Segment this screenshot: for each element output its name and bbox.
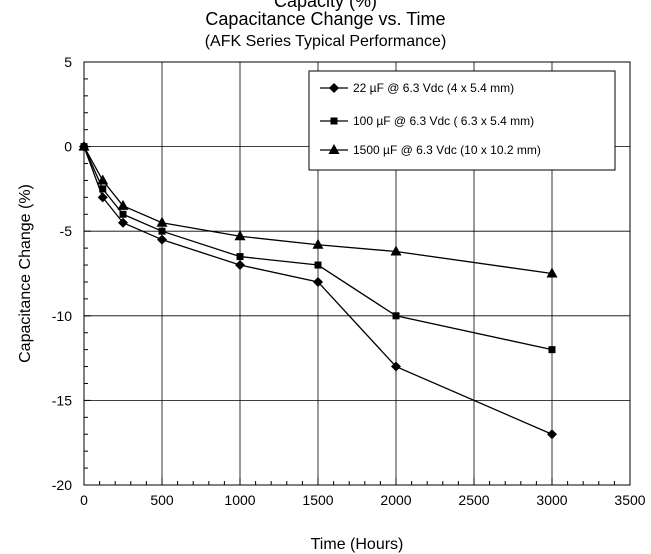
legend-marker-square [330, 117, 338, 125]
data-point [546, 267, 558, 278]
x-tick-label: 500 [150, 492, 174, 508]
x-tick-label: 2000 [380, 492, 411, 508]
x-tick-label: 3000 [536, 492, 567, 508]
x-tick-label: 1500 [302, 492, 333, 508]
series-3 [78, 140, 558, 278]
chart-title-partial: Capacity (%) [273, 0, 378, 11]
data-point [392, 312, 400, 320]
y-tick-label: -5 [60, 223, 73, 239]
y-tick-label: 0 [64, 139, 72, 155]
y-tick-label: 5 [64, 54, 72, 70]
data-point [236, 253, 244, 261]
chart-title: Capacitance Change vs. Time [205, 9, 446, 29]
data-point [97, 192, 108, 203]
y-tick-label: -20 [52, 477, 72, 493]
data-point [391, 361, 401, 372]
data-point [158, 227, 166, 235]
data-point [118, 217, 128, 228]
series-lines [78, 140, 558, 440]
data-point [119, 210, 127, 218]
data-point [390, 245, 402, 256]
data-point [547, 429, 557, 440]
legend-marker-triangle [328, 144, 340, 154]
data-point [313, 276, 323, 287]
y-tick-label: -15 [52, 392, 72, 408]
data-point [97, 174, 109, 185]
x-tick-label: 3500 [614, 492, 645, 508]
data-point [234, 230, 246, 241]
legend-label: 1500 µF @ 6.3 Vdc (10 x 10.2 mm) [353, 143, 541, 157]
legend-box [308, 70, 616, 171]
legend-marker-diamond [329, 83, 339, 93]
series-line [83, 146, 553, 351]
data-point [157, 234, 167, 245]
data-point [78, 140, 90, 151]
plot-frame [83, 61, 631, 486]
axes: 5 0 -5 -10 -15 -20 0 500 1000 1500 2000 2500 3000 350… [52, 54, 646, 508]
y-axis-label: Capacitance Change (%) [17, 184, 34, 363]
data-point [156, 216, 168, 227]
y-tick-label: -10 [52, 308, 72, 324]
series-line [83, 146, 553, 275]
series-line [83, 146, 553, 435]
data-point [99, 185, 107, 193]
data-point [548, 346, 556, 354]
legend-label: 100 µF @ 6.3 Vdc ( 6.3 x 5.4 mm) [353, 114, 534, 128]
legend-label: 22 µF @ 6.3 Vdc (4 x 5.4 mm) [353, 81, 514, 95]
data-point [312, 238, 324, 249]
chart-subtitle: (AFK Series Typical Performance) [204, 33, 447, 50]
legend: 22 µF @ 6.3 Vdc (4 x 5.4 mm) 100 µF @ 6.3… [308, 70, 616, 171]
data-point [117, 199, 129, 210]
x-axis-label: Time (Hours) [311, 536, 404, 553]
data-point [314, 261, 322, 269]
x-tick-label: 1000 [224, 492, 255, 508]
data-point [235, 260, 245, 271]
x-tick-label: 0 [80, 492, 88, 508]
x-tick-label: 2500 [458, 492, 489, 508]
